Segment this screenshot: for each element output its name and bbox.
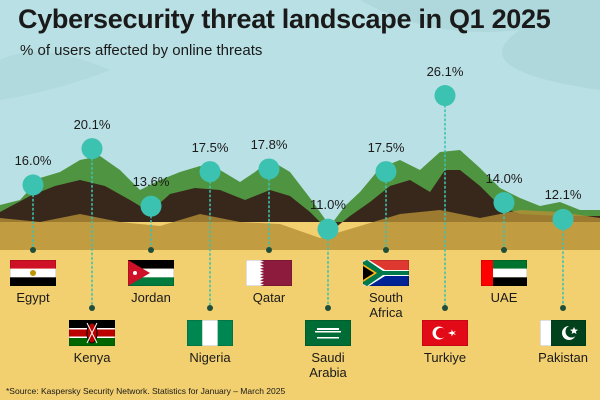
jordan-flag [128, 260, 174, 286]
value-marker [493, 192, 515, 214]
value-label: 17.5% [367, 139, 405, 155]
value-marker [258, 158, 280, 180]
value-label: 26.1% [426, 63, 464, 79]
anchor-dot [501, 247, 507, 253]
country-label: South Africa [369, 290, 403, 320]
value-marker [375, 161, 397, 183]
anchor-dot [266, 247, 272, 253]
palm-leaf-decoration [0, 52, 110, 100]
south-africa-flag [363, 260, 409, 286]
value-label: 20.1% [73, 116, 111, 132]
egypt-flag [10, 260, 56, 286]
chart-marks [10, 85, 586, 346]
country-label: Egypt [16, 290, 50, 305]
country-label: Saudi Arabia [309, 350, 347, 380]
palm-leaf-decoration [360, 0, 600, 90]
value-label: 13.6% [132, 174, 170, 190]
qatar-flag [246, 260, 292, 286]
value-label: 14.0% [485, 170, 523, 186]
value-marker [81, 138, 103, 160]
country-label: Nigeria [189, 350, 231, 365]
kenya-flag [69, 320, 115, 346]
uae-flag [481, 260, 527, 286]
anchor-dot [383, 247, 389, 253]
sand-ground [0, 222, 600, 400]
source-note: *Source: Kaspersky Security Network. Sta… [6, 386, 286, 396]
anchor-dot [207, 305, 213, 311]
turkiye-flag [422, 320, 468, 346]
anchor-dot [442, 305, 448, 311]
anchor-dot [89, 305, 95, 311]
country-label: Jordan [131, 290, 171, 305]
country-label: Qatar [252, 290, 286, 305]
pakistan-flag [540, 320, 586, 346]
value-marker [199, 161, 221, 183]
value-marker [140, 195, 162, 217]
country-label: UAE [490, 290, 518, 305]
country-label: Turkiye [423, 350, 467, 365]
anchor-dot [148, 247, 154, 253]
country-label: Pakistan [538, 350, 588, 365]
value-label: 11.0% [310, 197, 346, 213]
value-label: 16.0% [14, 152, 52, 168]
value-label: 17.5% [191, 139, 229, 155]
value-label: 17.8% [250, 136, 288, 152]
value-marker [22, 174, 44, 196]
country-label: Kenya [73, 350, 111, 365]
anchor-dot [30, 247, 36, 253]
chart-title: Cybersecurity threat landscape in Q1 202… [18, 4, 551, 34]
nigeria-flag [187, 320, 233, 346]
chart-subtitle: % of users affected by online threats [20, 42, 263, 59]
anchor-dot [560, 305, 566, 311]
value-label: 12.1% [544, 187, 582, 203]
saudi-arabia-flag [305, 320, 351, 346]
olive-band [0, 210, 600, 250]
value-marker [434, 85, 456, 107]
value-marker [317, 218, 339, 240]
value-marker [552, 208, 574, 230]
anchor-dot [325, 305, 331, 311]
